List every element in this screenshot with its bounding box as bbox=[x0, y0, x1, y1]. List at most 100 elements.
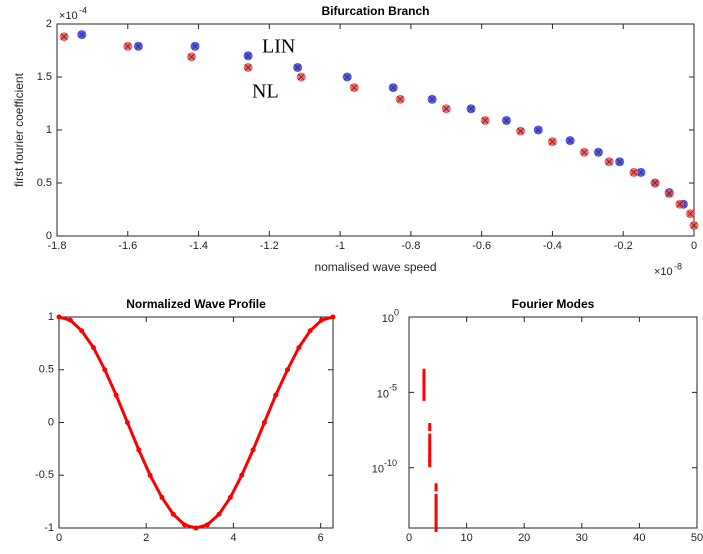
x-tick-label: 4 bbox=[230, 532, 236, 544]
marker-cross bbox=[665, 190, 673, 197]
x-multiplier: ×10 bbox=[654, 266, 673, 278]
marker bbox=[186, 52, 196, 62]
marker bbox=[296, 72, 306, 82]
y-tick-label: 1 bbox=[48, 311, 54, 323]
y-tick-label: 0.5 bbox=[39, 364, 54, 376]
point bbox=[261, 420, 267, 425]
point bbox=[319, 317, 325, 323]
marker-cross bbox=[630, 169, 638, 176]
annotation: NL bbox=[252, 81, 279, 103]
point bbox=[434, 524, 438, 532]
marker-cross bbox=[549, 138, 556, 145]
x-tick-label: 6 bbox=[318, 532, 324, 544]
x-tick-label: 2 bbox=[143, 532, 149, 544]
marker-cross bbox=[566, 137, 574, 144]
point bbox=[434, 493, 438, 502]
y-tick-label: 10 bbox=[372, 464, 384, 476]
marker bbox=[466, 104, 476, 114]
y-tick-label: 0 bbox=[48, 416, 54, 428]
chart-title: Fourier Modes bbox=[512, 297, 595, 311]
marker-cross bbox=[687, 210, 694, 218]
marker-cross bbox=[294, 64, 301, 71]
x-tick-label: -0.4 bbox=[543, 240, 562, 252]
x-tick-label: -1.6 bbox=[118, 240, 137, 252]
point bbox=[422, 373, 426, 382]
x-tick-label: -1.2 bbox=[260, 240, 279, 252]
marker bbox=[650, 178, 660, 188]
point bbox=[434, 516, 438, 525]
marker bbox=[243, 62, 253, 72]
marker-cross bbox=[503, 117, 510, 124]
marker-cross bbox=[467, 105, 475, 113]
x-tick-label: 50 bbox=[691, 532, 703, 544]
x-tick-label: 0 bbox=[406, 532, 412, 544]
point bbox=[428, 448, 432, 457]
axes-box bbox=[56, 23, 695, 237]
point bbox=[285, 367, 291, 373]
x-tick-label: -1 bbox=[335, 240, 345, 252]
y-tick-label: 0.5 bbox=[37, 177, 52, 189]
point bbox=[250, 447, 256, 453]
y-tick-label: 1 bbox=[46, 124, 52, 136]
point bbox=[67, 317, 73, 323]
marker bbox=[77, 30, 87, 40]
y-axis-label: first fourier coefficient bbox=[12, 72, 26, 186]
point bbox=[428, 441, 432, 450]
point bbox=[434, 483, 438, 492]
marker-cross bbox=[442, 105, 450, 113]
x-tick-label: 20 bbox=[518, 532, 530, 544]
marker bbox=[349, 83, 359, 93]
point bbox=[428, 454, 432, 463]
marker bbox=[629, 167, 639, 177]
marker bbox=[593, 147, 603, 157]
marker-cross bbox=[428, 95, 436, 103]
marker bbox=[689, 220, 699, 230]
y-multiplier: ×10 bbox=[59, 10, 78, 22]
point bbox=[193, 525, 199, 531]
point bbox=[216, 511, 222, 517]
marker-cross bbox=[244, 64, 252, 71]
marker bbox=[395, 94, 405, 104]
marker bbox=[565, 136, 575, 146]
marker-cross bbox=[690, 222, 698, 229]
marker-cross bbox=[535, 126, 542, 134]
x-tick-label: 10 bbox=[460, 532, 472, 544]
y-tick-label: 10 bbox=[382, 313, 394, 325]
point bbox=[204, 522, 210, 528]
x-tick-label: -0.2 bbox=[614, 240, 633, 252]
point bbox=[296, 345, 302, 351]
point bbox=[147, 472, 153, 478]
marker-cross bbox=[343, 73, 351, 81]
y-tick-label: 1.5 bbox=[37, 71, 52, 83]
y-tick-exponent: -5 bbox=[389, 383, 397, 393]
marker-cross bbox=[350, 84, 358, 91]
point bbox=[113, 392, 119, 398]
chart-title: Bifurcation Branch bbox=[321, 4, 429, 18]
marker bbox=[342, 72, 352, 82]
point bbox=[273, 392, 279, 398]
line bbox=[58, 315, 334, 530]
marker bbox=[685, 209, 695, 219]
marker bbox=[123, 41, 133, 51]
point bbox=[422, 377, 426, 386]
marker-cross bbox=[244, 52, 252, 60]
marker bbox=[675, 199, 685, 209]
marker-cross bbox=[637, 169, 645, 176]
point bbox=[422, 383, 426, 392]
point bbox=[79, 328, 85, 334]
marker-cross bbox=[651, 179, 659, 187]
y-tick-exponent: 0 bbox=[394, 307, 399, 317]
marker bbox=[293, 62, 303, 72]
marker-cross bbox=[124, 42, 132, 50]
y-multiplier-exponent: -4 bbox=[79, 5, 87, 15]
x-tick-label: 30 bbox=[576, 532, 588, 544]
marker-cross bbox=[605, 158, 613, 166]
marker-cross bbox=[188, 53, 195, 61]
x-tick-label: 40 bbox=[633, 532, 645, 544]
x-tick-label: -1.4 bbox=[189, 240, 208, 252]
point bbox=[56, 314, 62, 320]
x-axis-label: nomalised wave speed bbox=[314, 260, 436, 274]
y-tick-label: 2 bbox=[46, 18, 52, 30]
marker bbox=[615, 157, 625, 167]
point bbox=[428, 423, 432, 432]
